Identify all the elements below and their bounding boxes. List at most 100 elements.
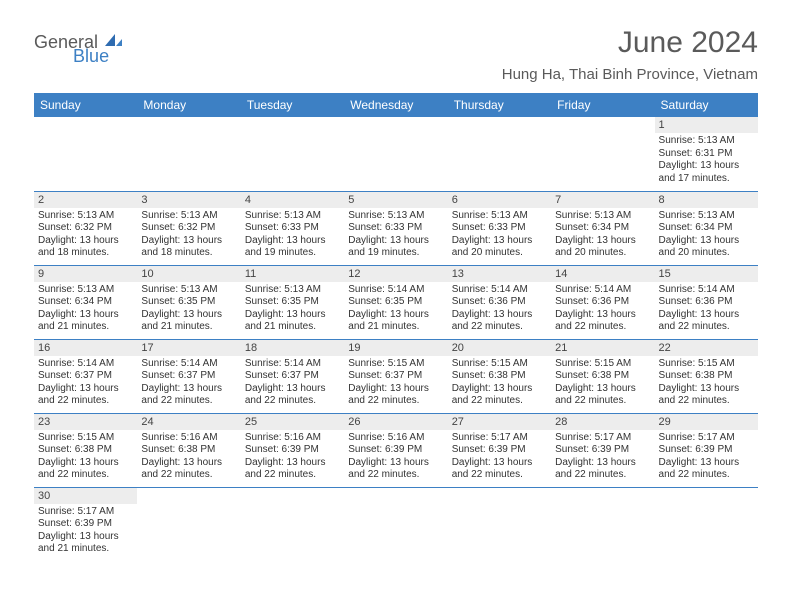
sunset-line: Sunset: 6:35 PM [141,296,236,309]
sunset-line: Sunset: 6:32 PM [38,222,133,235]
calendar-day-cell [551,117,654,191]
day-number: 13 [448,266,551,282]
sunset-line: Sunset: 6:37 PM [38,370,133,383]
daylight-line: Daylight: 13 hours [348,457,443,470]
calendar-day-cell: 5Sunrise: 5:13 AMSunset: 6:33 PMDaylight… [344,191,447,265]
day-number: 11 [241,266,344,282]
daylight-line: and 22 minutes. [38,469,133,482]
sunset-line: Sunset: 6:36 PM [452,296,547,309]
calendar-day-cell [137,117,240,191]
sunset-line: Sunset: 6:33 PM [245,222,340,235]
day-number: 28 [551,414,654,430]
daylight-line: and 22 minutes. [141,395,236,408]
day-number: 30 [34,488,137,504]
day-number: 8 [655,192,758,208]
sunrise-line: Sunrise: 5:13 AM [659,135,754,148]
daylight-line: Daylight: 13 hours [38,383,133,396]
col-tuesday: Tuesday [241,93,344,117]
daylight-line: Daylight: 13 hours [348,309,443,322]
sunrise-line: Sunrise: 5:13 AM [659,210,754,223]
day-number: 25 [241,414,344,430]
calendar-container: Sunday Monday Tuesday Wednesday Thursday… [0,87,792,561]
col-friday: Friday [551,93,654,117]
day-number-empty [241,488,344,504]
sunrise-line: Sunrise: 5:13 AM [245,284,340,297]
calendar-day-cell [241,487,344,561]
sunrise-line: Sunrise: 5:15 AM [38,432,133,445]
sunset-line: Sunset: 6:34 PM [659,222,754,235]
calendar-day-cell [448,487,551,561]
sunset-line: Sunset: 6:31 PM [659,148,754,161]
sunset-line: Sunset: 6:39 PM [659,444,754,457]
calendar-day-cell: 22Sunrise: 5:15 AMSunset: 6:38 PMDayligh… [655,339,758,413]
calendar-week-row: 2Sunrise: 5:13 AMSunset: 6:32 PMDaylight… [34,191,758,265]
day-number: 20 [448,340,551,356]
day-number: 19 [344,340,447,356]
day-number: 27 [448,414,551,430]
calendar-day-cell: 30Sunrise: 5:17 AMSunset: 6:39 PMDayligh… [34,487,137,561]
daylight-line: and 21 minutes. [245,321,340,334]
logo: General Blue [34,26,161,53]
daylight-line: and 22 minutes. [555,321,650,334]
sunset-line: Sunset: 6:39 PM [555,444,650,457]
daylight-line: Daylight: 13 hours [348,383,443,396]
daylight-line: Daylight: 13 hours [38,457,133,470]
sunrise-line: Sunrise: 5:14 AM [245,358,340,371]
daylight-line: and 22 minutes. [555,395,650,408]
day-number: 24 [137,414,240,430]
daylight-line: and 18 minutes. [38,247,133,260]
sunset-line: Sunset: 6:32 PM [141,222,236,235]
daylight-line: and 22 minutes. [141,469,236,482]
calendar-day-cell: 13Sunrise: 5:14 AMSunset: 6:36 PMDayligh… [448,265,551,339]
daylight-line: Daylight: 13 hours [555,235,650,248]
daylight-line: Daylight: 13 hours [659,457,754,470]
sunrise-line: Sunrise: 5:16 AM [348,432,443,445]
sunset-line: Sunset: 6:36 PM [659,296,754,309]
daylight-line: Daylight: 13 hours [245,309,340,322]
sunset-line: Sunset: 6:38 PM [141,444,236,457]
day-number: 29 [655,414,758,430]
calendar-day-cell [137,487,240,561]
daylight-line: Daylight: 13 hours [348,235,443,248]
col-monday: Monday [137,93,240,117]
sunrise-line: Sunrise: 5:17 AM [452,432,547,445]
daylight-line: and 17 minutes. [659,173,754,186]
sunset-line: Sunset: 6:34 PM [38,296,133,309]
header: General Blue June 2024 Hung Ha, Thai Bin… [0,0,792,87]
day-number: 21 [551,340,654,356]
col-saturday: Saturday [655,93,758,117]
sunrise-line: Sunrise: 5:13 AM [38,284,133,297]
sunrise-line: Sunrise: 5:13 AM [38,210,133,223]
calendar-day-cell: 15Sunrise: 5:14 AMSunset: 6:36 PMDayligh… [655,265,758,339]
calendar-day-cell: 23Sunrise: 5:15 AMSunset: 6:38 PMDayligh… [34,413,137,487]
daylight-line: and 18 minutes. [141,247,236,260]
daylight-line: Daylight: 13 hours [141,457,236,470]
daylight-line: and 22 minutes. [245,395,340,408]
daylight-line: and 19 minutes. [348,247,443,260]
calendar-day-cell: 8Sunrise: 5:13 AMSunset: 6:34 PMDaylight… [655,191,758,265]
calendar-day-cell: 7Sunrise: 5:13 AMSunset: 6:34 PMDaylight… [551,191,654,265]
calendar-day-cell: 19Sunrise: 5:15 AMSunset: 6:37 PMDayligh… [344,339,447,413]
day-number: 10 [137,266,240,282]
calendar-day-cell: 11Sunrise: 5:13 AMSunset: 6:35 PMDayligh… [241,265,344,339]
day-number: 3 [137,192,240,208]
sunrise-line: Sunrise: 5:13 AM [348,210,443,223]
daylight-line: Daylight: 13 hours [38,235,133,248]
day-number-empty [655,488,758,504]
calendar-day-cell: 4Sunrise: 5:13 AMSunset: 6:33 PMDaylight… [241,191,344,265]
calendar-week-row: 23Sunrise: 5:15 AMSunset: 6:38 PMDayligh… [34,413,758,487]
day-number: 14 [551,266,654,282]
calendar-week-row: 30Sunrise: 5:17 AMSunset: 6:39 PMDayligh… [34,487,758,561]
calendar-day-cell [34,117,137,191]
daylight-line: and 22 minutes. [452,395,547,408]
sunset-line: Sunset: 6:35 PM [348,296,443,309]
calendar-day-cell: 6Sunrise: 5:13 AMSunset: 6:33 PMDaylight… [448,191,551,265]
col-sunday: Sunday [34,93,137,117]
day-number: 23 [34,414,137,430]
daylight-line: Daylight: 13 hours [555,309,650,322]
sunset-line: Sunset: 6:39 PM [348,444,443,457]
sunset-line: Sunset: 6:38 PM [452,370,547,383]
sunset-line: Sunset: 6:37 PM [245,370,340,383]
sunrise-line: Sunrise: 5:14 AM [38,358,133,371]
daylight-line: and 22 minutes. [348,469,443,482]
